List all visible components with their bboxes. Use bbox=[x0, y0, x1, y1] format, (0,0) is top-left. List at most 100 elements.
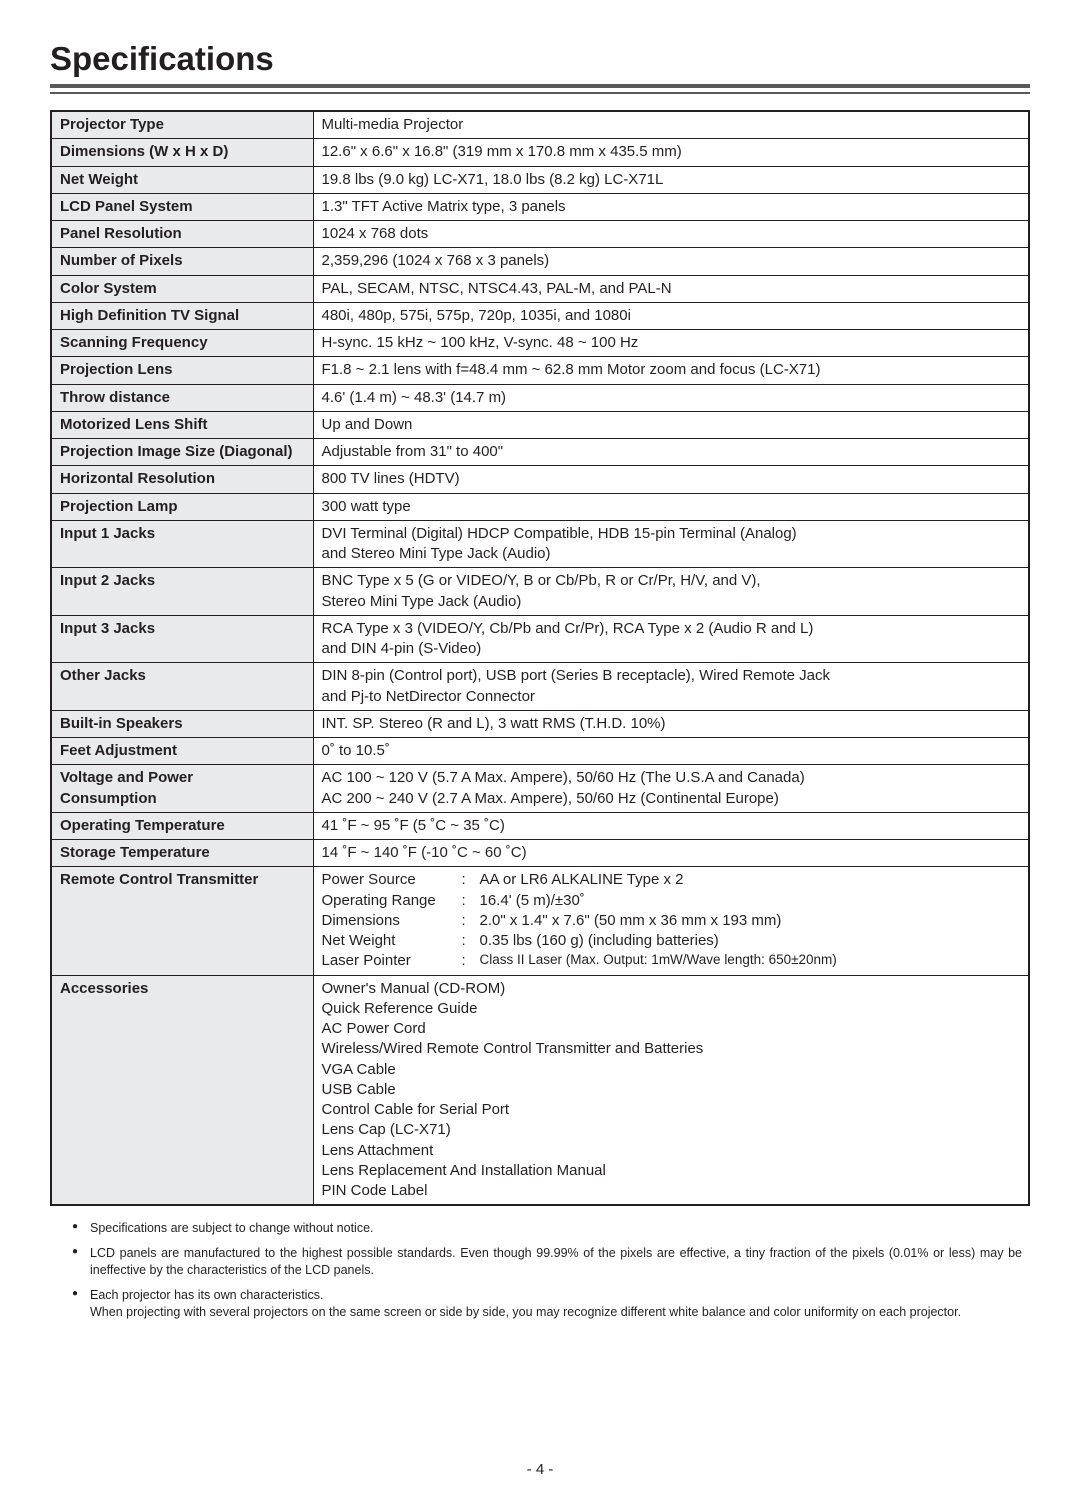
accessory-item: Quick Reference Guide bbox=[322, 1000, 478, 1017]
spec-label: Projector Type bbox=[51, 111, 313, 139]
remote-subvalue: Class II Laser (Max. Output: 1mW/Wave le… bbox=[480, 951, 1021, 971]
accessory-item: Lens Attachment bbox=[322, 1142, 434, 1159]
spec-label: Operating Temperature bbox=[51, 812, 313, 839]
spec-value: 14 ˚F ~ 140 ˚F (-10 ˚C ~ 60 ˚C) bbox=[313, 840, 1029, 867]
table-row: Input 3 JacksRCA Type x 3 (VIDEO/Y, Cb/P… bbox=[51, 615, 1029, 663]
accessory-item: Owner's Manual (CD-ROM) bbox=[322, 980, 506, 997]
spec-value: Power Source:AA or LR6 ALKALINE Type x 2… bbox=[313, 867, 1029, 975]
colon-separator: : bbox=[462, 891, 480, 911]
table-row: Other JacksDIN 8-pin (Control port), USB… bbox=[51, 663, 1029, 711]
table-row: Dimensions (W x H x D)12.6" x 6.6" x 16.… bbox=[51, 139, 1029, 166]
page: Specifications Projector TypeMulti-media… bbox=[0, 0, 1080, 1506]
table-row: Input 1 JacksDVI Terminal (Digital) HDCP… bbox=[51, 520, 1029, 568]
spec-label: Storage Temperature bbox=[51, 840, 313, 867]
table-row: Voltage and PowerConsumptionAC 100 ~ 120… bbox=[51, 765, 1029, 813]
accessory-item: Wireless/Wired Remote Control Transmitte… bbox=[322, 1040, 704, 1057]
remote-subrow: Laser Pointer:Class II Laser (Max. Outpu… bbox=[322, 951, 1021, 971]
table-row: High Definition TV Signal480i, 480p, 575… bbox=[51, 302, 1029, 329]
spec-value: PAL, SECAM, NTSC, NTSC4.43, PAL-M, and P… bbox=[313, 275, 1029, 302]
colon-separator: : bbox=[462, 951, 480, 971]
accessory-item: Lens Replacement And Installation Manual bbox=[322, 1162, 606, 1179]
spec-label: LCD Panel System bbox=[51, 193, 313, 220]
spec-label: High Definition TV Signal bbox=[51, 302, 313, 329]
remote-subvalue: 2.0" x 1.4" x 7.6" (50 mm x 36 mm x 193 … bbox=[480, 911, 1021, 931]
accessory-item: USB Cable bbox=[322, 1081, 396, 1098]
table-row: Horizontal Resolution800 TV lines (HDTV) bbox=[51, 466, 1029, 493]
remote-subrow: Operating Range:16.4' (5 m)/±30˚ bbox=[322, 891, 1021, 911]
spec-value: AC 100 ~ 120 V (5.7 A Max. Ampere), 50/6… bbox=[313, 765, 1029, 813]
spec-label: Projection Image Size (Diagonal) bbox=[51, 439, 313, 466]
spec-label: Net Weight bbox=[51, 166, 313, 193]
spec-value: 1024 x 768 dots bbox=[313, 221, 1029, 248]
spec-value: Up and Down bbox=[313, 411, 1029, 438]
remote-subrow: Net Weight:0.35 lbs (160 g) (including b… bbox=[322, 931, 1021, 951]
table-row: Throw distance4.6' (1.4 m) ~ 48.3' (14.7… bbox=[51, 384, 1029, 411]
spec-label: Motorized Lens Shift bbox=[51, 411, 313, 438]
spec-label: Throw distance bbox=[51, 384, 313, 411]
table-row: Motorized Lens ShiftUp and Down bbox=[51, 411, 1029, 438]
spec-label: Dimensions (W x H x D) bbox=[51, 139, 313, 166]
remote-subrow: Dimensions:2.0" x 1.4" x 7.6" (50 mm x 3… bbox=[322, 911, 1021, 931]
table-row: Number of Pixels2,359,296 (1024 x 768 x … bbox=[51, 248, 1029, 275]
remote-subvalue: 0.35 lbs (160 g) (including batteries) bbox=[480, 931, 1021, 951]
spec-label: Color System bbox=[51, 275, 313, 302]
table-row: Operating Temperature41 ˚F ~ 95 ˚F (5 ˚C… bbox=[51, 812, 1029, 839]
spec-value: Owner's Manual (CD-ROM) Quick Reference G… bbox=[313, 975, 1029, 1205]
page-number: - 4 - bbox=[50, 1461, 1030, 1478]
table-row: Projection LensF1.8 ~ 2.1 lens with f=48… bbox=[51, 357, 1029, 384]
accessory-item: Lens Cap (LC-X71) bbox=[322, 1121, 451, 1138]
spec-label: Accessories bbox=[51, 975, 313, 1205]
spec-label: Voltage and PowerConsumption bbox=[51, 765, 313, 813]
spec-value: 4.6' (1.4 m) ~ 48.3' (14.7 m) bbox=[313, 384, 1029, 411]
colon-separator: : bbox=[462, 870, 480, 890]
table-row: Projector TypeMulti-media Projector bbox=[51, 111, 1029, 139]
table-row: Projection Lamp300 watt type bbox=[51, 493, 1029, 520]
spec-value: 800 TV lines (HDTV) bbox=[313, 466, 1029, 493]
spec-value: H-sync. 15 kHz ~ 100 kHz, V-sync. 48 ~ 1… bbox=[313, 330, 1029, 357]
footnote-item: Each projector has its own characteristi… bbox=[72, 1287, 1022, 1321]
spec-value: 41 ˚F ~ 95 ˚F (5 ˚C ~ 35 ˚C) bbox=[313, 812, 1029, 839]
spec-value: 1.3" TFT Active Matrix type, 3 panels bbox=[313, 193, 1029, 220]
title-rule bbox=[50, 84, 1030, 94]
spec-table: Projector TypeMulti-media ProjectorDimen… bbox=[50, 110, 1030, 1206]
accessory-item: Control Cable for Serial Port bbox=[322, 1101, 510, 1118]
remote-sublabel: Dimensions bbox=[322, 911, 462, 931]
remote-sublabel: Laser Pointer bbox=[322, 951, 462, 971]
accessory-item: AC Power Cord bbox=[322, 1020, 426, 1037]
spec-value: INT. SP. Stereo (R and L), 3 watt RMS (T… bbox=[313, 710, 1029, 737]
table-row: Accessories Owner's Manual (CD-ROM) Quick … bbox=[51, 975, 1029, 1205]
spec-value: Adjustable from 31" to 400" bbox=[313, 439, 1029, 466]
table-row: Remote Control TransmitterPower Source:A… bbox=[51, 867, 1029, 975]
spec-label: Panel Resolution bbox=[51, 221, 313, 248]
table-row: Input 2 JacksBNC Type x 5 (G or VIDEO/Y,… bbox=[51, 568, 1029, 616]
colon-separator: : bbox=[462, 931, 480, 951]
remote-sublabel: Power Source bbox=[322, 870, 462, 890]
spec-label: Input 2 Jacks bbox=[51, 568, 313, 616]
spec-label: Other Jacks bbox=[51, 663, 313, 711]
spec-value: Multi-media Projector bbox=[313, 111, 1029, 139]
spec-value: 2,359,296 (1024 x 768 x 3 panels) bbox=[313, 248, 1029, 275]
remote-subrow: Power Source:AA or LR6 ALKALINE Type x 2 bbox=[322, 870, 1021, 890]
accessory-item: VGA Cable bbox=[322, 1061, 396, 1078]
spec-label: Projection Lamp bbox=[51, 493, 313, 520]
table-row: Projection Image Size (Diagonal)Adjustab… bbox=[51, 439, 1029, 466]
spec-label: Remote Control Transmitter bbox=[51, 867, 313, 975]
spec-value: RCA Type x 3 (VIDEO/Y, Cb/Pb and Cr/Pr),… bbox=[313, 615, 1029, 663]
colon-separator: : bbox=[462, 911, 480, 931]
spec-value: DVI Terminal (Digital) HDCP Compatible, … bbox=[313, 520, 1029, 568]
spec-value: 19.8 lbs (9.0 kg) LC-X71, 18.0 lbs (8.2 … bbox=[313, 166, 1029, 193]
spec-value: BNC Type x 5 (G or VIDEO/Y, B or Cb/Pb, … bbox=[313, 568, 1029, 616]
footnote-item: LCD panels are manufactured to the highe… bbox=[72, 1245, 1022, 1279]
spec-label: Projection Lens bbox=[51, 357, 313, 384]
spec-label: Input 1 Jacks bbox=[51, 520, 313, 568]
spec-value: 300 watt type bbox=[313, 493, 1029, 520]
spec-label: Horizontal Resolution bbox=[51, 466, 313, 493]
table-row: Feet Adjustment0˚ to 10.5˚ bbox=[51, 738, 1029, 765]
spec-value: 480i, 480p, 575i, 575p, 720p, 1035i, and… bbox=[313, 302, 1029, 329]
footnotes: Specifications are subject to change wit… bbox=[50, 1220, 1030, 1320]
spec-label: Input 3 Jacks bbox=[51, 615, 313, 663]
table-row: Net Weight19.8 lbs (9.0 kg) LC-X71, 18.0… bbox=[51, 166, 1029, 193]
remote-sublabel: Operating Range bbox=[322, 891, 462, 911]
spec-value: F1.8 ~ 2.1 lens with f=48.4 mm ~ 62.8 mm… bbox=[313, 357, 1029, 384]
spec-label: Scanning Frequency bbox=[51, 330, 313, 357]
